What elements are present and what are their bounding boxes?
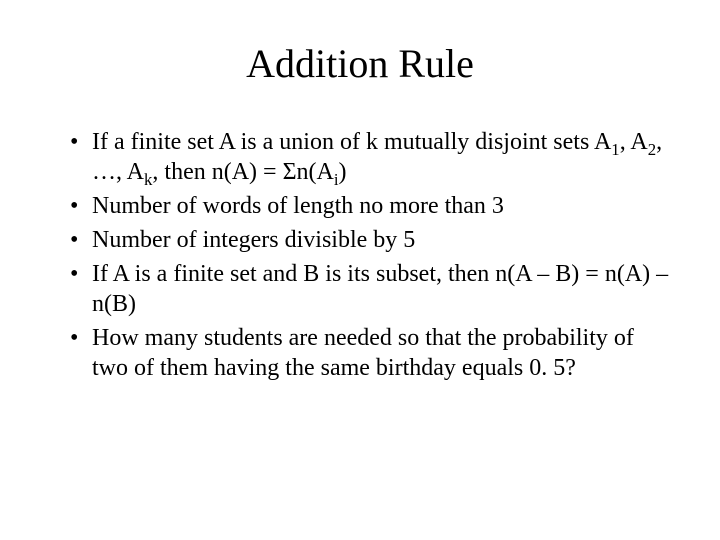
bullet-item: How many students are needed so that the…: [70, 323, 670, 383]
bullet-text: How many students are needed so that the…: [92, 325, 634, 381]
bullet-text: Number of integers divisible by 5: [92, 227, 415, 253]
bullet-text: If A is a finite set and B is its subset…: [92, 261, 668, 317]
subscript: 2: [648, 140, 656, 159]
bullet-item: If a finite set A is a union of k mutual…: [70, 127, 670, 187]
slide-title: Addition Rule: [50, 40, 670, 87]
bullet-item: If A is a finite set and B is its subset…: [70, 259, 670, 319]
bullet-text: ): [339, 159, 347, 185]
bullet-text: If a finite set A is a union of k mutual…: [92, 129, 611, 155]
bullet-text: , then n(A) = Σn(A: [152, 159, 333, 185]
bullet-item: Number of words of length no more than 3: [70, 191, 670, 221]
bullet-text: , A: [620, 129, 648, 155]
subscript: 1: [611, 140, 619, 159]
bullet-item: Number of integers divisible by 5: [70, 225, 670, 255]
slide: Addition Rule If a finite set A is a uni…: [0, 0, 720, 540]
bullet-text: Number of words of length no more than 3: [92, 193, 504, 219]
bullet-list: If a finite set A is a union of k mutual…: [70, 127, 670, 383]
